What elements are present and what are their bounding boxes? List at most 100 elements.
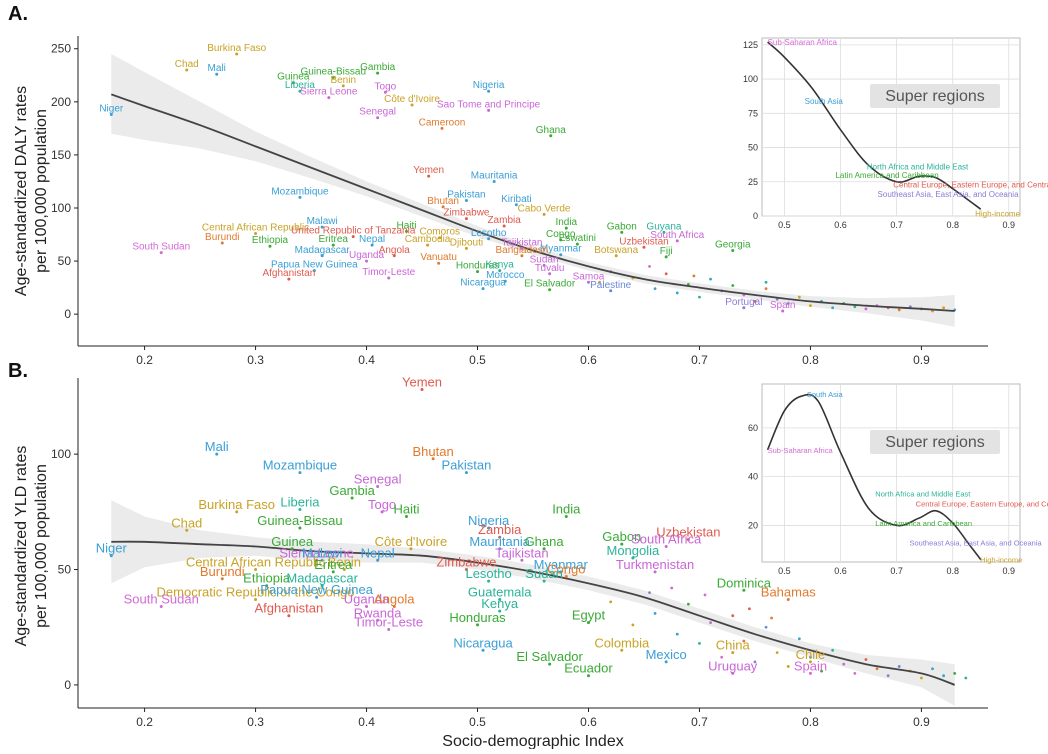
data-point bbox=[487, 237, 491, 241]
data-point bbox=[441, 205, 445, 209]
data-point bbox=[820, 669, 823, 673]
point-label: Gambia bbox=[329, 483, 375, 498]
confidence-band bbox=[111, 54, 955, 327]
data-point bbox=[351, 235, 355, 239]
data-point bbox=[675, 291, 679, 295]
data-point bbox=[520, 246, 524, 250]
inset-region-label: High-income bbox=[980, 556, 1022, 565]
inset-region-label: Southeast Asia, East Asia, and Oceania bbox=[878, 190, 1020, 199]
data-point bbox=[420, 388, 424, 392]
point-label: Niger bbox=[96, 541, 128, 556]
data-point bbox=[797, 295, 801, 299]
point-label: Madagascar bbox=[295, 245, 351, 256]
data-point bbox=[387, 628, 391, 632]
data-point bbox=[931, 667, 934, 671]
point-label: Sierra Leone bbox=[279, 545, 353, 560]
data-point bbox=[487, 108, 491, 112]
data-point bbox=[265, 584, 269, 588]
data-point bbox=[620, 230, 624, 234]
data-point bbox=[542, 579, 546, 583]
x-tick-label: 0.7 bbox=[691, 353, 708, 367]
data-point bbox=[370, 243, 374, 247]
x-tick-label: 0.9 bbox=[913, 353, 930, 367]
point-label: Côte d'Ivoire bbox=[375, 534, 448, 549]
point-label: Bangladesh bbox=[495, 245, 548, 256]
data-point bbox=[376, 484, 380, 488]
data-point bbox=[764, 287, 768, 291]
data-point bbox=[498, 598, 502, 602]
data-point bbox=[897, 308, 901, 312]
data-point bbox=[514, 203, 518, 207]
data-point bbox=[853, 671, 857, 675]
inset-region-label: South Asia bbox=[807, 390, 844, 399]
data-point bbox=[964, 676, 968, 680]
point-label: Guyana bbox=[646, 221, 681, 232]
y-axis-title-line: Age-standardized DALY rates bbox=[13, 86, 30, 296]
point-label: Vanuatu bbox=[420, 252, 457, 263]
data-point bbox=[159, 251, 163, 255]
inset-y-tick-label: 25 bbox=[748, 177, 758, 187]
inset-x-tick-label: 0.8 bbox=[946, 220, 959, 230]
data-point bbox=[440, 126, 444, 130]
x-tick-label: 0.6 bbox=[580, 353, 597, 367]
data-point bbox=[564, 574, 568, 578]
point-label: Afghanistan bbox=[255, 601, 324, 616]
point-label: Chile bbox=[796, 647, 826, 662]
data-point bbox=[331, 75, 335, 79]
data-point bbox=[290, 547, 294, 551]
point-label: Uruguay bbox=[708, 658, 758, 673]
y-tick-label: 0 bbox=[64, 678, 71, 692]
point-label: Central African Republic bbox=[186, 555, 326, 570]
data-point bbox=[786, 665, 790, 668]
data-point bbox=[781, 309, 785, 313]
data-point bbox=[464, 471, 468, 475]
data-point bbox=[920, 676, 923, 680]
inset-frame bbox=[761, 37, 1021, 217]
data-point bbox=[520, 558, 524, 562]
inset-title: Super regions bbox=[885, 434, 985, 451]
data-point bbox=[742, 306, 746, 310]
inset-region-label: Sub-Saharan Africa bbox=[768, 446, 834, 455]
data-point bbox=[235, 510, 239, 514]
point-label: Tajikistan bbox=[495, 545, 548, 560]
data-point bbox=[786, 302, 790, 305]
data-point bbox=[648, 591, 651, 595]
point-label: Timor-Leste bbox=[354, 615, 423, 630]
point-label: Sierra Leone bbox=[300, 87, 358, 98]
point-label: Chad bbox=[171, 515, 202, 530]
point-label: Guinea bbox=[277, 72, 310, 83]
point-label: Liberia bbox=[280, 495, 320, 510]
point-label: Benin bbox=[330, 75, 356, 86]
inset-region-label: Southeast Asia, East Asia, and Oceania bbox=[910, 538, 1043, 547]
data-point bbox=[287, 277, 291, 281]
data-point bbox=[320, 584, 324, 588]
point-label: South Sudan bbox=[132, 242, 190, 253]
x-tick-label: 0.6 bbox=[580, 715, 597, 729]
data-point bbox=[686, 602, 690, 606]
point-label: Togo bbox=[375, 81, 397, 92]
point-label: Guinea-Bissau bbox=[300, 66, 366, 77]
inset-y-tick-label: 75 bbox=[748, 108, 758, 118]
data-point bbox=[254, 598, 258, 602]
point-label: Afghanistan bbox=[262, 268, 315, 279]
point-label: Togo bbox=[368, 497, 396, 512]
point-label: Yemen bbox=[402, 375, 442, 390]
data-point bbox=[692, 274, 696, 278]
point-label: Mozambique bbox=[271, 186, 329, 197]
point-label: Bhutan bbox=[427, 196, 459, 207]
point-label: Botswana bbox=[594, 245, 638, 256]
point-label: Zambia bbox=[487, 215, 521, 226]
data-point bbox=[653, 611, 657, 615]
inset-title-box bbox=[870, 84, 1000, 108]
point-label: Palestine bbox=[590, 280, 632, 291]
point-label: China bbox=[716, 638, 751, 653]
point-label: Cabo Verde bbox=[518, 203, 571, 214]
point-label: India bbox=[552, 501, 581, 516]
panel-b: B. Age-standardized YLD rates per 100,000 … bbox=[8, 360, 1048, 750]
inset-region-label: Central Europe, Eastern Europe, and Cent… bbox=[893, 181, 1048, 190]
y-tick-label: 50 bbox=[58, 254, 72, 268]
data-point bbox=[350, 496, 354, 500]
point-label: Côte d'Ivoire bbox=[384, 94, 440, 105]
point-label: Nepal bbox=[361, 545, 395, 560]
point-label: Senegal bbox=[359, 107, 396, 118]
